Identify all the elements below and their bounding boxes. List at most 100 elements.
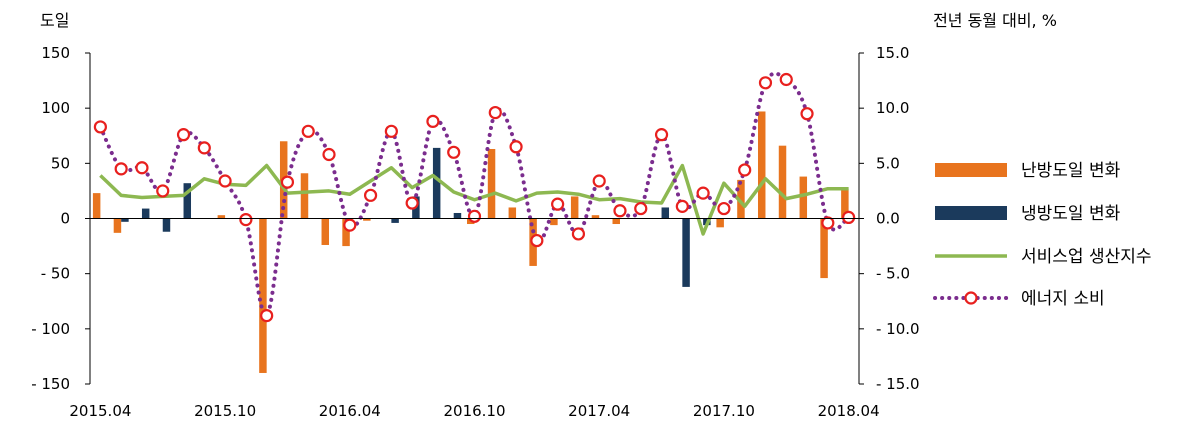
cooling-bar (183, 183, 192, 219)
energy-consumption-marker (530, 233, 544, 248)
energy-consumption-marker (758, 76, 773, 90)
energy-consumption-marker (634, 201, 648, 216)
energy-consumption-marker (654, 128, 669, 142)
energy-consumption-marker (239, 213, 253, 227)
legend-label: 에너지 소비 (1021, 289, 1105, 309)
heating-bar (217, 215, 226, 219)
energy-consumption-marker (93, 120, 107, 134)
energy-consumption-marker (176, 128, 191, 142)
heating-bar (841, 188, 849, 219)
legend-label: 난방도일 변화 (1021, 161, 1121, 181)
energy-consumption-marker (779, 72, 793, 87)
heating-bar (778, 145, 787, 219)
energy-consumption-marker (800, 107, 814, 121)
x-tick-label: 2017.04 (568, 402, 630, 420)
heating-bar (570, 196, 579, 219)
y-right-tick-label: - 5.0 (876, 265, 910, 283)
y-right-tick-label: 10.0 (876, 99, 909, 117)
heating-bar (508, 207, 517, 219)
heating-bar (799, 176, 808, 219)
energy-consumption-marker (821, 216, 835, 230)
energy-consumption-marker (405, 196, 419, 210)
heating-bar (487, 148, 496, 219)
y-left-tick-label: - 150 (31, 375, 70, 393)
axes-layer: 150 100 50 0 - 50 - 100 - 150 15.0 10.0 5.0 0.0 - 5… (31, 44, 919, 420)
energy-consumption-marker (613, 204, 627, 218)
energy-consumption-marker (135, 161, 149, 175)
energy-consumption-marker (280, 175, 295, 189)
legend-marker (964, 291, 978, 305)
y-left-tick-label: - 50 (41, 265, 70, 283)
cooling-bar (453, 212, 462, 219)
legend-label: 냉방도일 변화 (1021, 204, 1121, 224)
energy-consumption-marker (551, 197, 565, 211)
x-tick-label: 2015.04 (69, 402, 131, 420)
cooling-bar (121, 218, 129, 222)
x-tick-label: 2017.10 (693, 402, 755, 420)
lines-layer (93, 71, 856, 323)
energy-consumption-marker (571, 227, 586, 241)
heating-bar (92, 193, 101, 219)
x-tick-label: 2016.10 (443, 402, 505, 420)
energy-consumption-line (98, 71, 851, 318)
heating-bar (342, 218, 350, 247)
energy-consumption-marker (114, 162, 128, 176)
energy-consumption-marker (447, 145, 461, 159)
energy-consumption-marker (156, 184, 170, 198)
x-tick-label: 2018.04 (818, 402, 880, 420)
heating-bar (591, 215, 600, 219)
y-right-tick-label: - 10.0 (876, 320, 920, 338)
cooling-bar (391, 218, 399, 223)
y-left-tick-label: 50 (51, 154, 70, 172)
heating-bar (550, 218, 558, 226)
y-right-tick-label: - 15.0 (876, 375, 920, 393)
energy-consumption-marker (675, 199, 689, 213)
y-left-tick-label: - 100 (31, 320, 70, 338)
cooling-bar (432, 147, 441, 219)
x-tick-label: 2016.04 (319, 402, 381, 420)
y-right-tick-label: 15.0 (876, 44, 909, 62)
legend-swatch (935, 163, 1007, 177)
y-axis-left-title: 도일 (40, 11, 69, 30)
y-right-tick-label: 5.0 (876, 154, 900, 172)
energy-consumption-marker (260, 308, 274, 323)
y-left-tick-label: 150 (41, 44, 70, 62)
heating-bar (259, 218, 267, 373)
energy-consumption-marker (301, 124, 315, 138)
energy-consumption-marker (363, 188, 378, 202)
heating-bar (716, 218, 724, 228)
heating-bar (820, 218, 828, 279)
energy-consumption-marker (696, 186, 710, 200)
heating-bar (321, 218, 330, 245)
y-left-tick-label: 0 (60, 210, 70, 228)
energy-consumption-marker (592, 174, 606, 188)
energy-consumption-marker (197, 141, 211, 155)
energy-consumption-marker (426, 114, 440, 129)
legend-swatch (935, 206, 1007, 220)
energy-consumption-marker (842, 210, 856, 224)
y-right-tick-label: 0.0 (876, 210, 900, 228)
energy-consumption-marker (467, 209, 482, 223)
heating-bar (612, 218, 620, 225)
cooling-bar (682, 218, 690, 287)
heating-bar (737, 179, 745, 219)
heating-bar (300, 173, 309, 219)
energy-consumption-marker (738, 163, 752, 177)
cooling-bar (162, 218, 171, 232)
energy-consumption-marker (218, 174, 232, 188)
heating-bar (363, 218, 371, 221)
cooling-bar (141, 208, 150, 219)
energy-consumption-marker (717, 201, 731, 216)
cooling-bar (661, 207, 670, 219)
energy-consumption-marker (343, 218, 357, 232)
x-tick-label: 2015.10 (194, 402, 256, 420)
energy-consumption-marker (488, 105, 502, 120)
legend-label: 서비스업 생산지수 (1021, 247, 1152, 267)
energy-consumption-marker (322, 147, 336, 162)
energy-consumption-marker (509, 140, 523, 154)
heating-bar (113, 218, 122, 233)
energy-consumption-marker (384, 124, 398, 138)
y-left-tick-label: 100 (41, 99, 70, 117)
